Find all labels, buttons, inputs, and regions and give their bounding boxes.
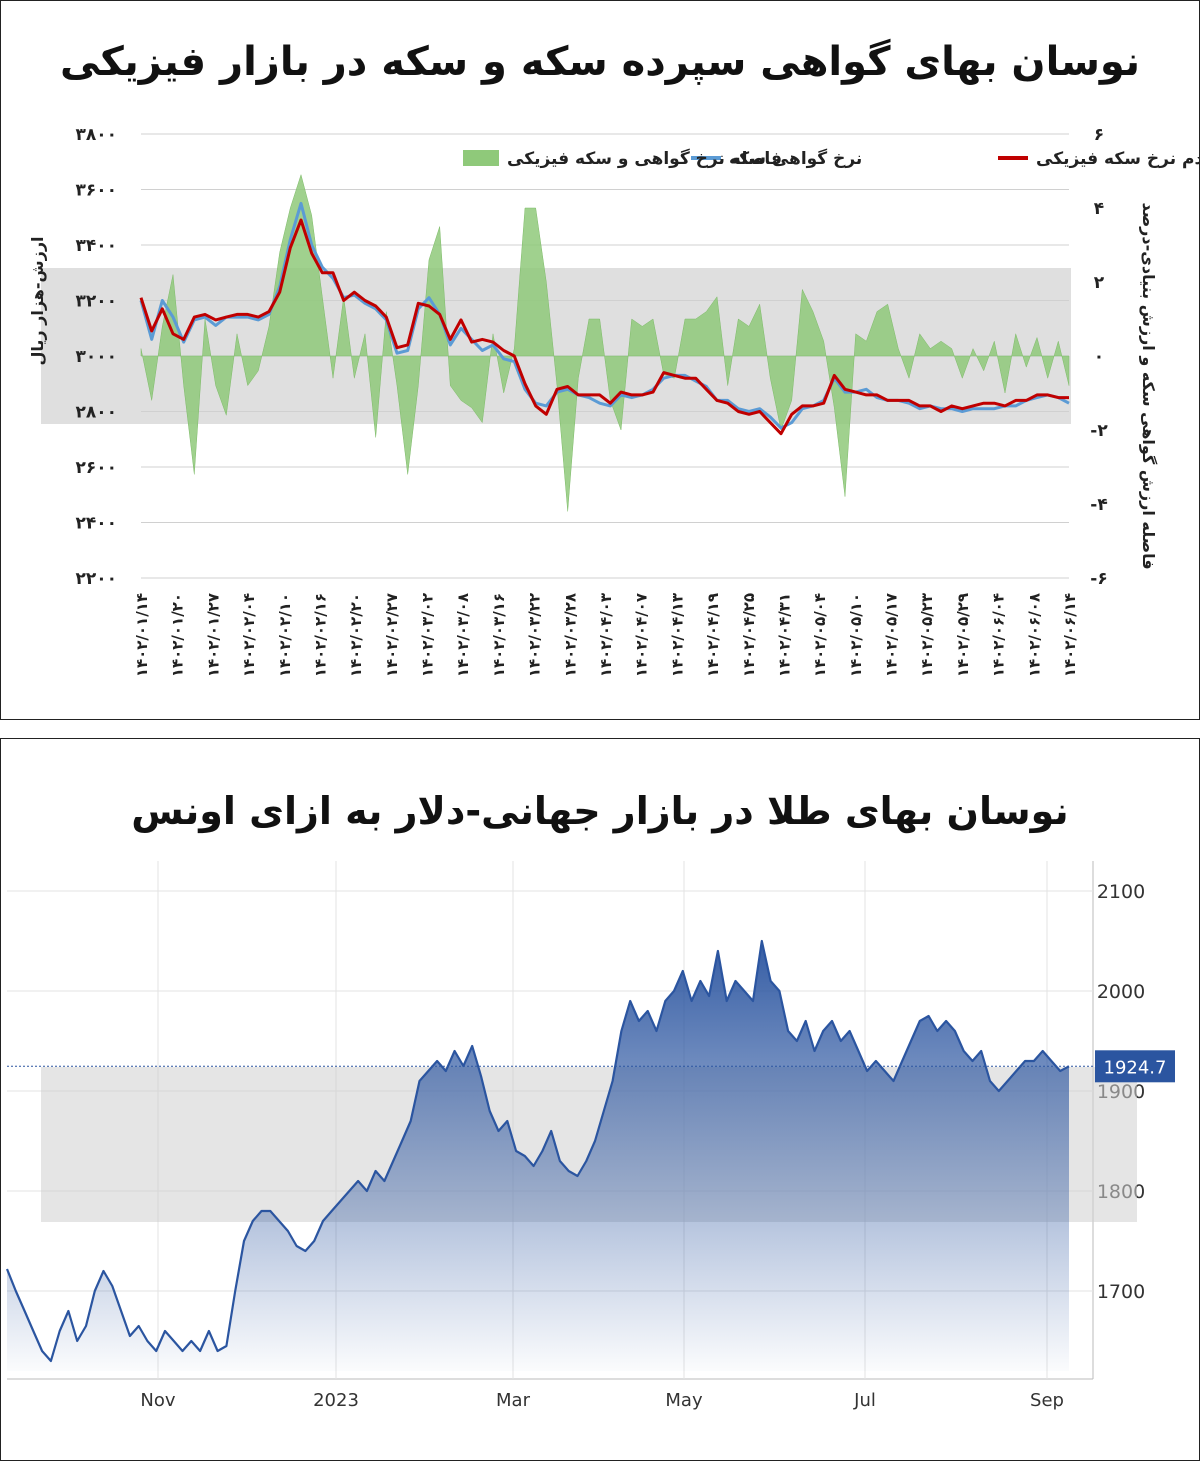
chart1-y-tick: ۲۸۰۰ xyxy=(75,403,117,423)
chart1-y2-tick: -۲ xyxy=(1090,421,1108,441)
chart1-x-tick: ۱۴۰۲/۰۱/۲۰ xyxy=(169,593,187,677)
chart1-x-tick: ۱۴۰۲/۰۵/۱۷ xyxy=(883,593,901,677)
chart1-x-tick: ۱۴۰۲/۰۵/۲۳ xyxy=(918,593,936,677)
chart1-x-tick: ۱۴۰۲/۰۱/۲۷ xyxy=(204,593,222,677)
chart2-gold-line xyxy=(5,939,1070,1363)
chart1-y2-tick: ۶ xyxy=(1094,125,1104,145)
chart1-x-tick: ۱۴۰۲/۰۲/۰۴ xyxy=(240,593,258,677)
chart1-y-tick: ۲۲۰۰ xyxy=(75,569,117,589)
gold-coin-certificate-chart-panel: نوسان بهای گواهی سپرده سکه و سکه در بازا… xyxy=(0,0,1200,720)
chart1-legend-label: فاصله نرخ گواهی و سکه فیزیکی xyxy=(507,148,782,169)
chart1-y-tick: ۳۸۰۰ xyxy=(75,125,117,145)
chart1-y2-tick: ۴ xyxy=(1094,199,1104,219)
chart2-x-tick: Mar xyxy=(496,1390,531,1411)
chart1-x-tick: ۱۴۰۲/۰۲/۱۶ xyxy=(311,593,329,677)
chart1-legend-swatch xyxy=(463,150,499,166)
chart2-x-tick: Sep xyxy=(1030,1390,1064,1411)
chart2-gold-area xyxy=(7,941,1069,1371)
chart2-y-tick: 2000 xyxy=(1097,981,1145,1003)
chart1-x-tick: ۱۴۰۲/۰۶/۰۴ xyxy=(990,593,1008,677)
chart1-y-tick: ۳۲۰۰ xyxy=(75,292,117,312)
chart2-title: نوسان بهای طلا در بازار جهانی-دلار به از… xyxy=(131,789,1069,833)
chart1-x-tick: ۱۴۰۲/۰۴/۰۳ xyxy=(597,593,615,677)
chart1-x-tick: ۱۴۰۲/۰۵/۱۰ xyxy=(847,593,865,677)
chart1-y-tick: ۲۴۰۰ xyxy=(75,514,117,534)
chart1-x-tick: ۱۴۰۲/۰۵/۲۹ xyxy=(954,593,972,677)
chart2-x-tick: Nov xyxy=(140,1390,175,1411)
chart2-last-value-badge xyxy=(1095,1050,1175,1083)
chart1-gap-area xyxy=(140,173,1070,512)
chart1-svg: ۳۸۰۰ ۳۶۰۰ ۳۴۰۰ ۳۲۰۰ ۳۰۰۰ ۲۸۰۰ ۲۶۰۰ ۲۴۰۰ ۲۲۰۰ ۶ ۴ ۲ ۰… xyxy=(28,125,1199,677)
chart1-title: نوسان بهای گواهی سپرده سکه و سکه در بازا… xyxy=(59,39,1141,85)
chart1-y2-axis-label: فاصله ارزش گواهی سکه و ارزش بنیادی-درصد xyxy=(1139,202,1158,569)
chart1-x-tick: ۱۴۰۲/۰۵/۰۴ xyxy=(811,593,829,677)
chart1-x-tick: ۱۴۰۲/۰۶/۱۴ xyxy=(1061,593,1079,677)
chart1-y2-tick: ۲ xyxy=(1094,273,1105,293)
world-gold-price-chart-panel: نوسان بهای طلا در بازار جهانی-دلار به از… xyxy=(0,738,1200,1461)
chart2-x-tick: Jul xyxy=(853,1390,876,1411)
chart1-y2-tick: -۴ xyxy=(1090,495,1107,515)
chart1-y-tick: ۳۴۰۰ xyxy=(75,236,117,256)
chart1-x-tick: ۱۴۰۲/۰۴/۱۳ xyxy=(668,593,686,677)
chart1-x-tick: ۱۴۰۲/۰۳/۰۲ xyxy=(419,593,437,677)
chart2-x-tick: May xyxy=(665,1390,703,1411)
chart1-x-tick: ۱۴۰۲/۰۴/۲۵ xyxy=(740,593,758,677)
chart1-legend-label: یک صدم نرخ سکه فیزیکی xyxy=(1036,149,1199,169)
chart2-y-tick: 1700 xyxy=(1097,1281,1145,1303)
chart1-y-axis-label: ارزش-هزار ریال xyxy=(28,236,47,365)
chart2-svg: Nov2023MarMayJulSep210020001900180017001… xyxy=(5,861,1175,1411)
chart1-x-tick: ۱۴۰۲/۰۲/۲۷ xyxy=(383,593,401,677)
chart1-x-tick: ۱۴۰۲/۰۱/۱۴ xyxy=(133,593,151,677)
chart1-x-tick: ۱۴۰۲/۰۴/۱۹ xyxy=(704,593,722,677)
chart1-x-tick: ۱۴۰۲/۰۲/۱۰ xyxy=(276,593,294,677)
chart1-y-tick: ۳۶۰۰ xyxy=(75,181,117,201)
chart1-x-tick: ۱۴۰۲/۰۶/۰۸ xyxy=(1025,593,1043,677)
chart1-x-tick: ۱۴۰۲/۰۳/۰۸ xyxy=(454,593,472,677)
chart2-y-tick: 2100 xyxy=(1097,881,1145,903)
chart2-x-tick: 2023 xyxy=(313,1390,359,1411)
chart1-x-tick: ۱۴۰۲/۰۳/۱۶ xyxy=(490,593,508,677)
chart1-physical-coin-line xyxy=(139,218,1069,436)
chart1-y-tick: ۲۶۰۰ xyxy=(75,458,117,478)
chart1-y2-tick: ۰ xyxy=(1094,347,1104,367)
chart1-x-tick: ۱۴۰۲/۰۴/۰۷ xyxy=(633,593,651,677)
chart1-x-tick: ۱۴۰۲/۰۲/۲۰ xyxy=(347,593,365,677)
chart1-y-tick: ۳۰۰۰ xyxy=(75,347,117,367)
chart1-x-tick: ۱۴۰۲/۰۴/۳۱ xyxy=(775,593,793,677)
chart1-y2-tick: -۶ xyxy=(1090,569,1107,589)
chart1-legend-label: نرخ گواهی سکه xyxy=(729,148,862,169)
chart1-x-tick: ۱۴۰۲/۰۳/۲۸ xyxy=(561,593,579,677)
chart1-x-tick: ۱۴۰۲/۰۳/۲۲ xyxy=(526,593,544,677)
chart1-certificate-line xyxy=(139,201,1070,430)
chart1-highlight-band xyxy=(41,268,1071,424)
chart2-last-value-label: 1924.7 xyxy=(1104,1057,1167,1078)
